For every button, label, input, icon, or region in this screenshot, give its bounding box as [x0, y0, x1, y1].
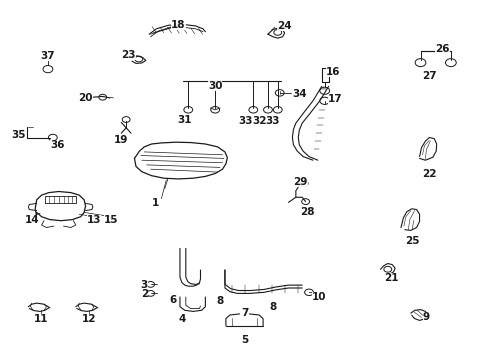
Text: 26: 26 — [434, 44, 449, 54]
Text: 16: 16 — [325, 67, 340, 77]
Text: 4: 4 — [178, 314, 185, 324]
Text: 14: 14 — [24, 215, 39, 225]
Text: 6: 6 — [169, 294, 176, 305]
Text: 1: 1 — [152, 198, 159, 208]
Text: 12: 12 — [81, 314, 96, 324]
Text: 8: 8 — [269, 302, 276, 312]
Text: 23: 23 — [121, 50, 136, 60]
Text: 32: 32 — [251, 116, 266, 126]
Text: 8: 8 — [216, 296, 223, 306]
Text: 3: 3 — [141, 280, 147, 290]
Text: 20: 20 — [78, 93, 93, 103]
Text: 31: 31 — [177, 114, 192, 125]
Text: 28: 28 — [299, 207, 314, 217]
Text: 21: 21 — [383, 273, 398, 283]
Text: 10: 10 — [311, 292, 325, 302]
Text: 25: 25 — [404, 236, 419, 246]
Text: 9: 9 — [422, 312, 429, 322]
Text: 18: 18 — [171, 20, 185, 30]
Text: 33: 33 — [265, 116, 280, 126]
Text: 17: 17 — [327, 94, 342, 104]
Text: 27: 27 — [421, 71, 436, 81]
Text: 37: 37 — [41, 51, 55, 61]
Text: 34: 34 — [291, 89, 306, 99]
Text: 30: 30 — [207, 81, 222, 91]
Text: 29: 29 — [293, 177, 307, 187]
Text: 11: 11 — [33, 314, 48, 324]
Text: 19: 19 — [114, 135, 128, 145]
Text: 5: 5 — [241, 335, 247, 345]
Text: 13: 13 — [86, 215, 101, 225]
Text: 33: 33 — [238, 116, 253, 126]
Text: 15: 15 — [104, 215, 119, 225]
Text: 2: 2 — [141, 289, 147, 299]
Text: 35: 35 — [11, 130, 26, 140]
Text: 36: 36 — [50, 140, 65, 150]
Text: 24: 24 — [277, 21, 291, 31]
Text: 22: 22 — [421, 168, 436, 179]
Text: 7: 7 — [240, 308, 248, 318]
